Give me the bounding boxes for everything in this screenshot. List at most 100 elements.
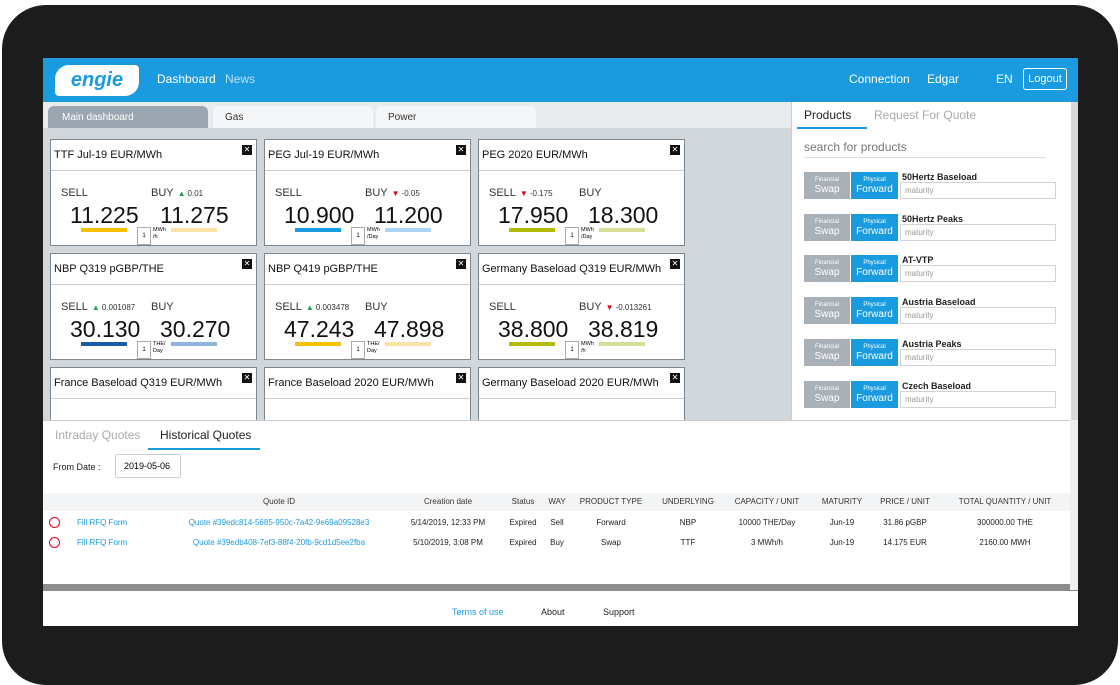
tile-title: NBP Q419 pGBP/THE: [268, 263, 378, 275]
close-button[interactable]: ✕: [242, 259, 252, 269]
quantity-input[interactable]: 1: [137, 227, 151, 245]
quantity-input[interactable]: 1: [565, 227, 579, 245]
buy-bar: [599, 228, 645, 232]
table-cell: Expired: [509, 518, 537, 527]
footer-terms[interactable]: Terms of use: [452, 607, 504, 617]
screen: engie Dashboard News Connection Edgar EN…: [43, 58, 1078, 626]
product-name: AT-VTP: [902, 255, 934, 266]
quantity-input[interactable]: 1: [351, 227, 365, 245]
close-button[interactable]: ✕: [242, 373, 252, 383]
buy-text: BUY: [579, 187, 602, 199]
table-cell: 14.175 EUR: [883, 538, 927, 547]
quote-tile: TTF Jul-19 EUR/MWh ✕ SELL 11.225 BUY ▲ 0.01 11.…: [50, 139, 257, 246]
status-icon: [49, 517, 60, 528]
header: engie Dashboard News Connection Edgar EN…: [43, 58, 1078, 102]
quantity-input[interactable]: 1: [565, 341, 579, 359]
rfq-tab[interactable]: Request For Quote: [874, 108, 977, 122]
button-main: Forward: [856, 392, 893, 404]
product-name: 50Hertz Peaks: [902, 213, 964, 224]
physical-forward-button[interactable]: Physical Forward: [851, 297, 898, 325]
table-cell: Swap: [600, 538, 622, 547]
buy-price: 11.275: [160, 202, 229, 228]
sell-bar: [295, 342, 341, 346]
button-small: Physical: [863, 177, 886, 183]
close-button[interactable]: ✕: [242, 145, 252, 155]
change-value: -0.05: [401, 189, 420, 198]
nav-news[interactable]: News: [225, 72, 256, 86]
sell-text: SELL: [489, 301, 516, 313]
financial-swap-button[interactable]: Financial Swap: [804, 213, 850, 241]
divider: [479, 170, 684, 171]
table-cell: 300000.00 THE: [977, 518, 1033, 527]
sell-price: 38.800: [498, 316, 569, 342]
fill-rfq-link[interactable]: Fill RFQ Form: [77, 518, 128, 527]
physical-forward-button[interactable]: Physical Forward: [851, 255, 898, 283]
status-icon: [49, 537, 60, 548]
financial-swap-button[interactable]: Financial Swap: [804, 297, 850, 325]
button-main: Forward: [856, 350, 893, 362]
intraday-tab[interactable]: Intraday Quotes: [55, 428, 141, 442]
logo[interactable]: engie: [55, 65, 139, 96]
maturity-input[interactable]: maturity: [900, 182, 1056, 199]
maturity-input[interactable]: maturity: [900, 307, 1056, 325]
table-cell: Forward: [596, 518, 626, 527]
change-arrow: ▲: [305, 303, 314, 312]
tab-underline: [148, 448, 260, 450]
logout-button[interactable]: Logout: [1023, 68, 1067, 90]
sell-price: 30.130: [70, 316, 141, 342]
close-button[interactable]: ✕: [456, 145, 466, 155]
buy-text: BUY: [151, 187, 174, 199]
table-header: [43, 493, 1078, 511]
maturity-input[interactable]: maturity: [900, 265, 1056, 283]
quote-tile: PEG 2020 EUR/MWh ✕ SELL ▼ -0.175 17.950 BUY 18.…: [478, 139, 685, 246]
sell-price: 17.950: [498, 202, 569, 228]
historical-tab[interactable]: Historical Quotes: [160, 428, 252, 442]
nav-dashboard[interactable]: Dashboard: [157, 72, 216, 86]
table-cell: Jun-19: [829, 538, 855, 547]
maturity-input[interactable]: maturity: [900, 348, 1056, 366]
physical-forward-button[interactable]: Physical Forward: [851, 213, 898, 241]
table-cell: Buy: [550, 538, 564, 547]
quantity-input[interactable]: 1: [137, 341, 151, 359]
tile-title: PEG 2020 EUR/MWh: [482, 149, 588, 161]
close-button[interactable]: ✕: [670, 373, 680, 383]
buy-price: 30.270: [160, 316, 231, 342]
physical-forward-button[interactable]: Physical Forward: [851, 338, 898, 366]
maturity-input[interactable]: maturity: [900, 223, 1056, 241]
maturity-input[interactable]: maturity: [900, 390, 1056, 408]
close-button[interactable]: ✕: [670, 259, 680, 269]
button-main: Forward: [856, 309, 893, 321]
physical-forward-button[interactable]: Physical Forward: [851, 380, 898, 408]
close-button[interactable]: ✕: [670, 145, 680, 155]
footer-support[interactable]: Support: [603, 607, 635, 617]
financial-swap-button[interactable]: Financial Swap: [804, 338, 850, 366]
buy-bar: [599, 342, 645, 346]
financial-swap-button[interactable]: Financial Swap: [804, 255, 850, 283]
scrollbar: [43, 584, 1078, 591]
date-input[interactable]: 2019-05-06: [115, 454, 181, 478]
buy-label: BUY ▼ -0.013261: [579, 301, 652, 313]
close-button[interactable]: ✕: [456, 373, 466, 383]
unit-label: MWh /h: [153, 227, 166, 240]
financial-swap-button[interactable]: Financial Swap: [804, 172, 850, 199]
quantity-input[interactable]: 1: [351, 341, 365, 359]
table-cell[interactable]: Quote #39edc814-5685-950c-7a42-9e69a0952…: [188, 518, 370, 527]
tile-title: France Baseload Q319 EUR/MWh: [54, 377, 223, 389]
table-cell: TTF: [680, 538, 696, 547]
footer-about[interactable]: About: [541, 607, 565, 617]
from-date-label: From Date :: [53, 462, 101, 472]
tab-main[interactable]: Main dashboard: [48, 106, 208, 128]
financial-swap-button[interactable]: Financial Swap: [804, 380, 850, 408]
language[interactable]: EN: [996, 72, 1013, 86]
physical-forward-button[interactable]: Physical Forward: [851, 172, 898, 199]
table-cell[interactable]: Quote #39edb408-7ef3-88f4-20fb-9cd1d5ee2…: [192, 538, 366, 547]
fill-rfq-link[interactable]: Fill RFQ Form: [77, 538, 128, 547]
button-small: Physical: [863, 218, 886, 225]
tile-title: TTF Jul-19 EUR/MWh: [54, 149, 163, 161]
close-button[interactable]: ✕: [456, 259, 466, 269]
tab-gas[interactable]: Gas: [213, 106, 373, 128]
tab-power[interactable]: Power: [376, 106, 536, 128]
search-input[interactable]: search for products: [804, 140, 1046, 158]
products-tab[interactable]: Products: [804, 108, 852, 122]
user[interactable]: Edgar: [927, 72, 960, 86]
